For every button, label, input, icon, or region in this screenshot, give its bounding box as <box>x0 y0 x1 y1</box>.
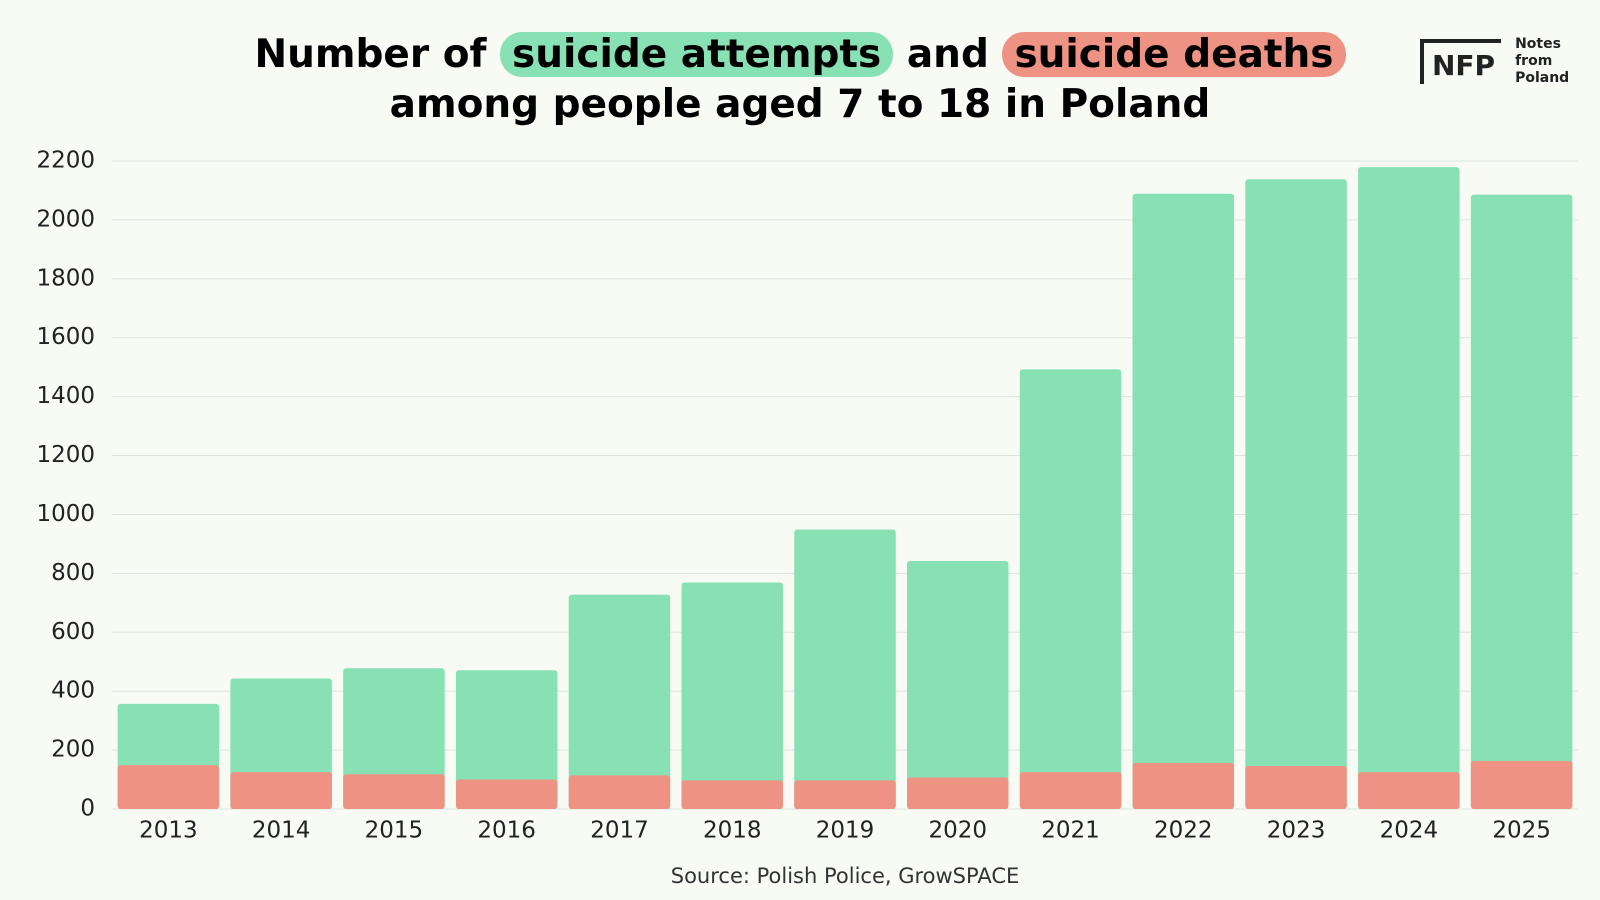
title-part: Number of <box>254 32 487 77</box>
y-tick-label: 0 <box>80 796 95 822</box>
y-tick-label: 1800 <box>36 265 95 291</box>
bar <box>230 772 332 809</box>
chart-title: Number of suicide attempts and suicide d… <box>200 30 1400 130</box>
bar <box>343 668 445 809</box>
bar <box>681 582 783 809</box>
y-tick-label: 2200 <box>36 148 95 174</box>
y-tick-label: 1400 <box>36 383 95 409</box>
logo-mark: NFP <box>1420 39 1502 84</box>
bar <box>1470 194 1573 809</box>
bar <box>1019 772 1122 809</box>
x-tick-label: 2020 <box>928 818 987 844</box>
x-tick-label: 2017 <box>590 818 649 844</box>
y-tick-label: 2000 <box>36 206 95 232</box>
y-tick-label: 200 <box>51 737 95 763</box>
bar <box>907 560 1009 809</box>
y-tick-label: 800 <box>51 560 95 586</box>
bar <box>681 780 783 809</box>
bar <box>455 779 558 809</box>
bar <box>1245 179 1347 809</box>
bar <box>568 775 671 809</box>
y-tick-label: 1000 <box>36 501 95 527</box>
x-tick-label: 2023 <box>1267 818 1326 844</box>
bar <box>1019 369 1122 809</box>
bar <box>455 670 558 809</box>
bar <box>1470 760 1573 809</box>
bar <box>1358 772 1460 809</box>
source: Source: Polish Police, GrowSPACE <box>670 864 1020 888</box>
x-tick-label: 2021 <box>1041 818 1100 844</box>
x-tick-label: 2022 <box>1154 818 1213 844</box>
bar <box>794 529 896 809</box>
bar <box>1245 765 1347 809</box>
title-part: among people aged 7 to 18 in Poland <box>389 82 1211 127</box>
bar <box>568 594 671 809</box>
x-tick-label: 2018 <box>703 818 762 844</box>
x-tick-label: 2019 <box>816 818 875 844</box>
x-tick-label: 2024 <box>1380 818 1439 844</box>
y-tick-label: 1600 <box>36 324 95 350</box>
y-tick-label: 400 <box>51 678 95 704</box>
bar <box>1132 763 1235 809</box>
x-tick-label: 2016 <box>477 818 536 844</box>
bar <box>117 765 220 809</box>
y-tick-label: 600 <box>51 619 95 645</box>
x-tick-label: 2014 <box>252 818 311 844</box>
logo: NFP Notes from Poland <box>1420 36 1595 87</box>
logo-text: Notes from Poland <box>1515 36 1570 86</box>
x-tick-label: 2025 <box>1492 818 1551 844</box>
title-series-name: suicide deaths <box>1002 32 1346 77</box>
bar <box>794 780 896 809</box>
x-tick-label: 2013 <box>139 818 198 844</box>
bar <box>343 774 445 809</box>
bar <box>1358 167 1460 810</box>
title-part: and <box>906 32 989 77</box>
y-tick-label: 1200 <box>36 442 95 468</box>
title-series-name: suicide attempts <box>500 32 894 77</box>
bar <box>907 777 1009 809</box>
x-tick-label: 2015 <box>365 818 424 844</box>
bar <box>1132 193 1235 809</box>
